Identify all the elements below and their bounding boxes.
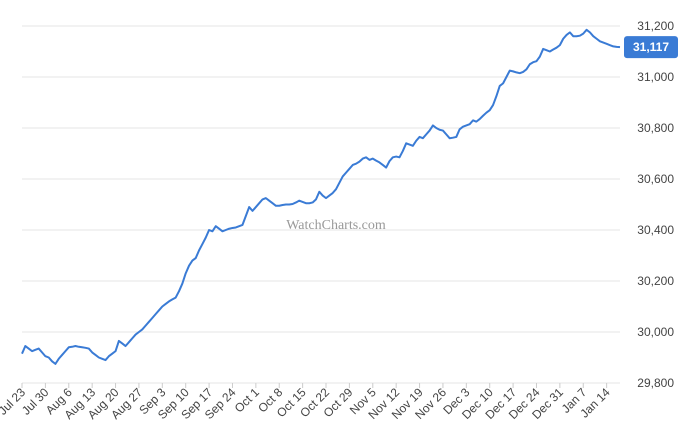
price-line (21, 28, 621, 365)
y-tick-label: 30,600 (637, 172, 674, 186)
y-tick-label: 29,800 (637, 376, 674, 390)
watermark: WatchCharts.com (286, 218, 386, 233)
y-tick-label: 31,000 (637, 70, 674, 84)
y-tick-label: 30,200 (637, 274, 674, 288)
last-value-label: 31,117 (633, 40, 669, 54)
y-tick-label: 31,200 (637, 19, 674, 33)
y-tick-label: 30,800 (637, 121, 674, 135)
y-tick-label: 30,000 (637, 325, 674, 339)
x-tick-label: Oct 1 (232, 385, 262, 415)
last-value-badge (624, 36, 678, 59)
y-tick-label: 30,400 (637, 223, 674, 237)
x-tick-label: Jul 30 (19, 385, 52, 418)
